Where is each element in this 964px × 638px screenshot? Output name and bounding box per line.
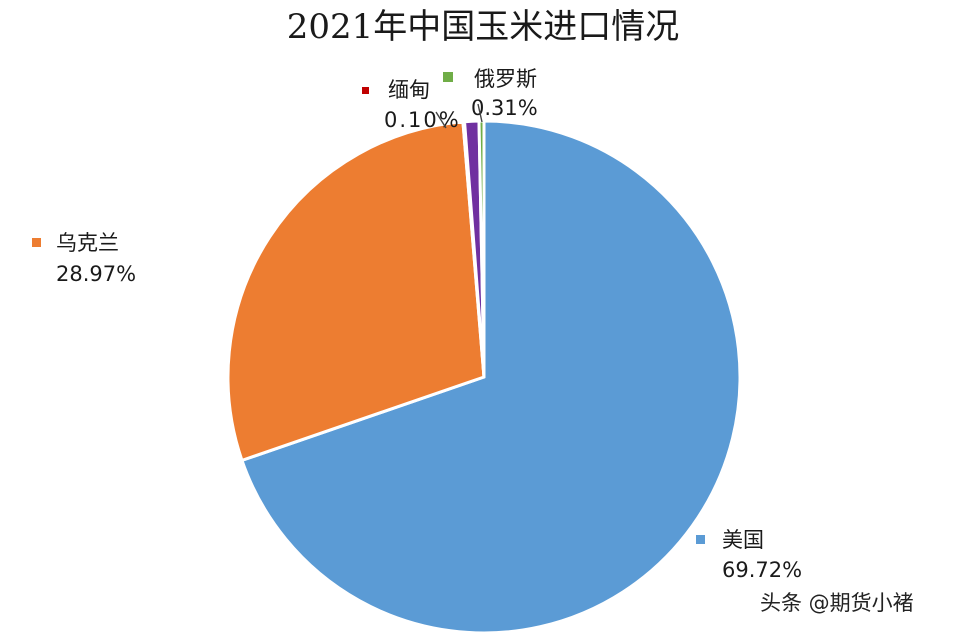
watermark-text: 头条 @期货小褚 [760,591,914,615]
slice-label-name-usa: 美国 [722,528,764,552]
leader-line-myanmar [435,111,447,129]
pie-slice-ukraine [226,120,486,462]
pie-slices [226,119,742,635]
legend-label-myanmar: 缅甸 0.10% [362,78,461,132]
pie-slice-usa [240,119,742,635]
legend-marker-myanmar [362,87,369,94]
leader-line-russia [477,103,483,123]
legend-marker-ukraine [32,238,41,247]
legend-label-ukraine: 乌克兰 28.97% [32,231,136,286]
slice-label-name-ukraine: 乌克兰 [56,231,119,255]
slice-label-value-myanmar: 0.10% [384,108,461,132]
legend-marker-russia [443,72,453,82]
legend-marker-usa [696,535,705,544]
slice-label-name-myanmar: 缅甸 [388,78,430,102]
slice-label-value-usa: 69.72% [722,558,802,582]
legend-label-usa: 美国 69.72% [696,528,802,582]
legend-label-russia: 俄罗斯 0.31% [443,67,538,120]
chart-title: 2021年中国玉米进口情况 [287,7,680,47]
slice-label-name-russia: 俄罗斯 [474,67,537,91]
slice-label-value-ukraine: 28.97% [56,262,136,286]
slice-label-value-russia: 0.31% [471,96,538,120]
